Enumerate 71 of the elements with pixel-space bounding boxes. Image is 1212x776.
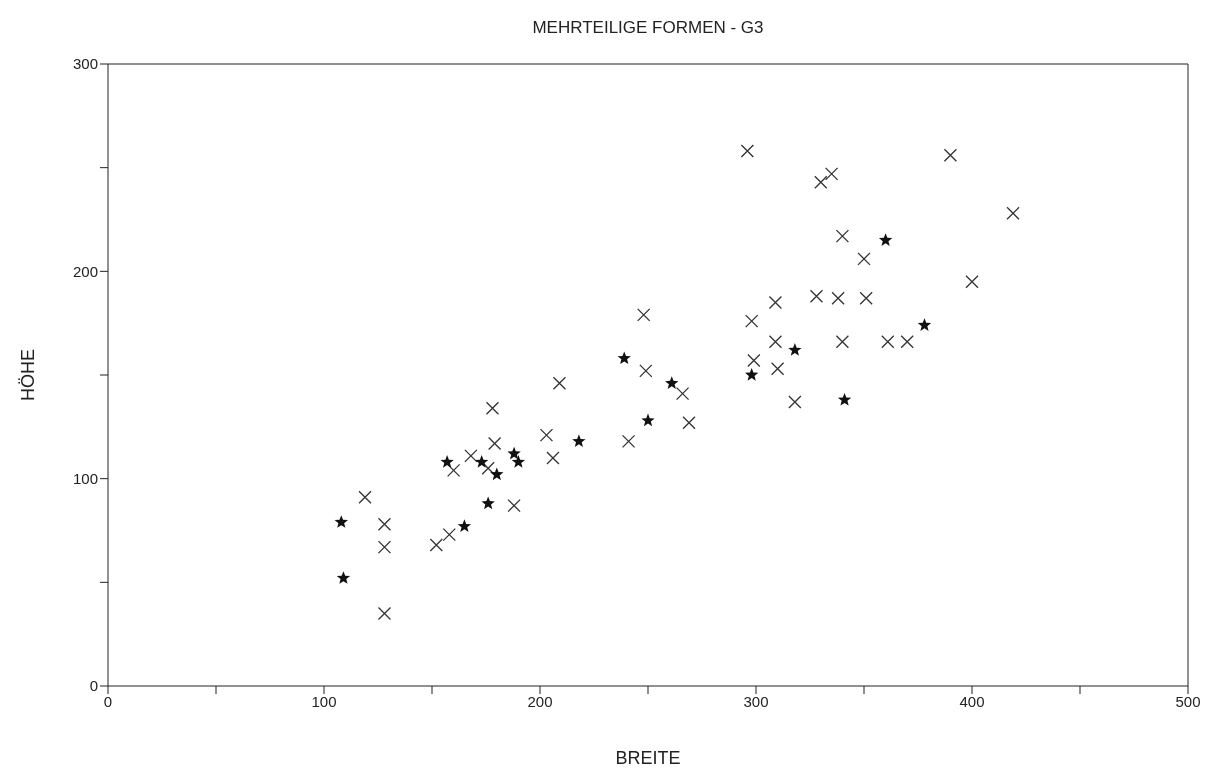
point [546, 451, 560, 465]
point [740, 144, 755, 158]
x-tick-label: 200 [527, 692, 553, 710]
point [442, 528, 456, 542]
x-tick-label: 400 [959, 692, 985, 710]
x-tick-label: 0 [103, 692, 113, 710]
point [377, 540, 392, 554]
point [481, 461, 495, 475]
point [768, 295, 783, 310]
point [377, 517, 392, 531]
point [900, 335, 914, 349]
point [485, 401, 500, 415]
point [837, 392, 852, 406]
point [446, 463, 461, 478]
x-tick-label: 500 [1175, 692, 1201, 710]
point [965, 275, 979, 289]
point [675, 387, 690, 401]
point [377, 606, 392, 621]
point [665, 376, 679, 389]
point [1006, 206, 1020, 220]
point [617, 351, 631, 365]
point [572, 434, 586, 448]
point [835, 229, 850, 243]
point [824, 167, 839, 181]
point [539, 428, 554, 442]
point [788, 343, 802, 356]
point [621, 434, 636, 448]
point [641, 413, 655, 427]
point [457, 519, 472, 533]
point [788, 395, 802, 409]
y-axis-title: HÖHE [18, 348, 39, 402]
point [334, 515, 348, 528]
point [768, 335, 783, 349]
y-tick-label: 200 [72, 262, 98, 280]
point [336, 571, 351, 584]
y-tick-label: 300 [72, 55, 98, 73]
point [881, 335, 895, 349]
point [878, 233, 893, 246]
point [835, 335, 850, 349]
point [857, 252, 871, 266]
point [464, 449, 478, 463]
x-axis-title: BREITE [615, 748, 681, 768]
chart-title: MEHRTEILIGE FORMEN - G3 [531, 18, 765, 38]
point [507, 446, 521, 460]
point [639, 364, 653, 378]
point [831, 291, 845, 305]
point [511, 455, 526, 468]
point [429, 538, 443, 552]
point [814, 175, 828, 189]
point [358, 490, 372, 504]
point [809, 289, 824, 303]
point [682, 416, 696, 430]
point [507, 498, 521, 513]
point [637, 308, 651, 322]
point [859, 291, 873, 305]
point [943, 148, 958, 162]
point [747, 353, 761, 368]
point [745, 314, 759, 328]
point [917, 318, 932, 331]
point [745, 368, 759, 381]
x-tick-label: 100 [311, 692, 337, 710]
point [770, 362, 785, 376]
y-tick-label: 0 [89, 677, 98, 695]
x-tick-label: 300 [743, 692, 769, 710]
point [552, 376, 567, 390]
point [490, 467, 504, 481]
point [475, 455, 489, 468]
y-tick-label: 100 [72, 469, 98, 487]
point [481, 496, 495, 510]
point [440, 455, 454, 468]
point [487, 436, 502, 451]
